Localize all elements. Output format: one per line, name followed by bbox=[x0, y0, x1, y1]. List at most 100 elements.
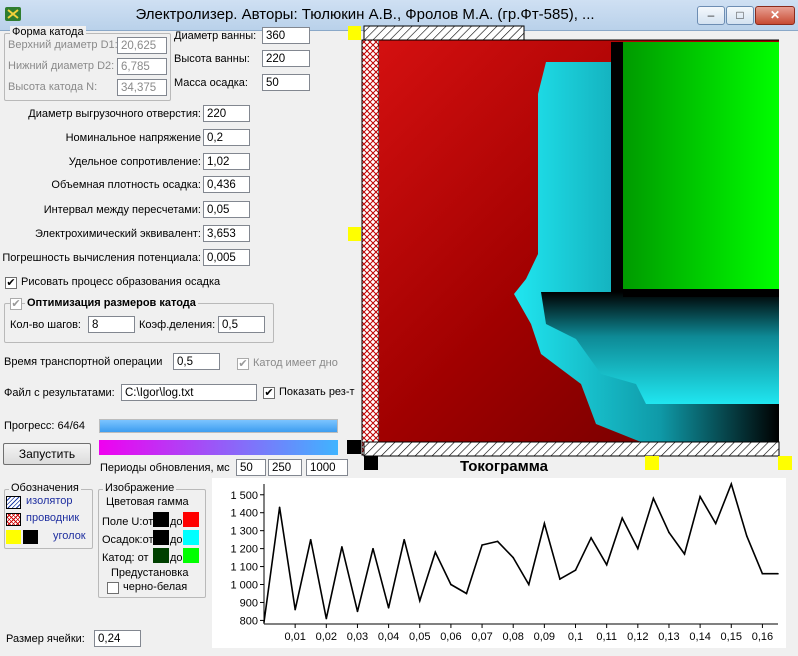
minimize-icon: – bbox=[707, 8, 715, 22]
cathode-to-swatch[interactable] bbox=[183, 548, 199, 563]
current-data-point bbox=[777, 572, 779, 575]
refresh-field-3[interactable]: 1000 bbox=[306, 459, 348, 476]
param-field-interval[interactable]: 0,05 bbox=[203, 201, 250, 218]
y-tick-label: 1 300 bbox=[230, 526, 258, 538]
param-field-outlet[interactable]: 220 bbox=[203, 105, 250, 122]
bw-checkbox[interactable] bbox=[107, 582, 119, 594]
current-data-point bbox=[668, 531, 670, 534]
x-tick-label: 0,15 bbox=[721, 631, 742, 643]
bath-diameter-field[interactable]: 360 bbox=[262, 27, 310, 44]
coef-label: Коэф.деления: bbox=[139, 319, 216, 331]
x-tick-label: 0,08 bbox=[503, 631, 524, 643]
bath-wall-conductor bbox=[361, 39, 380, 456]
x-tick-label: 0,1 bbox=[568, 631, 583, 643]
transport-label: Время транспортной операции bbox=[4, 356, 163, 368]
param-label-outlet: Диаметр выгрузочного отверстия: bbox=[28, 108, 201, 120]
x-tick-label: 0,03 bbox=[347, 631, 368, 643]
param-field-density[interactable]: 0,436 bbox=[203, 176, 250, 193]
current-data-point bbox=[309, 538, 312, 541]
current-data-point bbox=[481, 544, 483, 546]
corner-marker-top bbox=[348, 26, 361, 40]
param-field-resistivity[interactable]: 1,02 bbox=[203, 153, 250, 170]
corner-marker-bottom-a bbox=[645, 456, 659, 470]
refresh-label: Периоды обновления, мс bbox=[100, 462, 230, 474]
current-data-point bbox=[341, 546, 343, 548]
param-field-equivalent[interactable]: 3,653 bbox=[203, 225, 250, 242]
draw-process-checkbox[interactable]: ✔ bbox=[5, 277, 17, 289]
x-tick-label: 0,16 bbox=[752, 631, 773, 643]
current-data-point bbox=[590, 537, 592, 539]
param-field-voltage[interactable]: 0,2 bbox=[203, 129, 250, 146]
steps-label: Кол-во шагов: bbox=[10, 319, 81, 331]
cell-size-label: Размер ячейки: bbox=[6, 633, 85, 645]
param-field-tolerance[interactable]: 0,005 bbox=[203, 249, 250, 266]
show-results-checkbox[interactable]: ✔ bbox=[263, 387, 275, 399]
x-tick-label: 0,06 bbox=[440, 631, 461, 643]
cathode-from-swatch[interactable] bbox=[153, 548, 169, 563]
transport-field[interactable]: 0,5 bbox=[173, 353, 220, 370]
color-gradient-bar bbox=[99, 440, 338, 455]
current-data-point bbox=[512, 556, 515, 559]
x-tick-label: 0,13 bbox=[658, 631, 679, 643]
cathode-shadow bbox=[611, 42, 623, 292]
bath-height-field[interactable]: 220 bbox=[262, 50, 310, 67]
corner-black-icon bbox=[23, 530, 38, 544]
optimization-title: Оптимизация размеров катода bbox=[25, 297, 198, 309]
current-data-point bbox=[372, 547, 374, 550]
preset-label: Предустановка bbox=[111, 567, 189, 579]
results-file-field[interactable]: C:\Igor\log.txt bbox=[121, 384, 257, 401]
x-tick-label: 0,09 bbox=[534, 631, 555, 643]
current-data-point bbox=[652, 497, 655, 500]
current-data-point bbox=[465, 592, 468, 595]
current-chart: 800 900 1 000 1 100 1 200 1 300 1 400 1 500 0,01… bbox=[212, 478, 786, 648]
maximize-button[interactable]: □ bbox=[726, 6, 754, 25]
bath-bottom-insulator bbox=[363, 441, 780, 457]
deposit-to-swatch[interactable] bbox=[183, 530, 199, 545]
field-from-swatch[interactable] bbox=[153, 512, 169, 527]
x-tick-label: 0,07 bbox=[471, 631, 492, 643]
gradient-black-swatch bbox=[347, 440, 361, 454]
window-title: Электролизер. Авторы: Тюлюкин А.В., Фрол… bbox=[135, 6, 595, 23]
insulator-label: изолятор bbox=[26, 495, 73, 507]
current-data-point bbox=[683, 553, 686, 555]
chart-title: Токограмма bbox=[460, 458, 548, 475]
progress-bar bbox=[99, 419, 338, 433]
progress-label: Прогресс: 64/64 bbox=[4, 420, 86, 432]
current-data-point bbox=[263, 621, 265, 624]
cathode-bottom-checkbox[interactable]: ✔ bbox=[237, 358, 249, 370]
deposit-from-swatch[interactable] bbox=[153, 530, 169, 545]
deposit-mass-label: Масса осадка: bbox=[174, 77, 248, 89]
d2-label: Нижний диаметр D2: bbox=[8, 60, 115, 72]
bath-height-label: Высота ванны: bbox=[174, 53, 250, 65]
y-tick-label: 1 000 bbox=[230, 580, 258, 592]
steps-field[interactable]: 8 bbox=[88, 316, 135, 333]
deposit-mass-field[interactable]: 50 bbox=[262, 74, 310, 91]
x-tick-label: 0,14 bbox=[689, 631, 710, 643]
bath-diameter-label: Диаметр ванны: bbox=[174, 30, 257, 42]
optimization-checkbox[interactable]: ✔ bbox=[10, 298, 22, 310]
field-to-swatch[interactable] bbox=[183, 512, 199, 527]
show-results-label: Показать рез-т bbox=[279, 386, 355, 398]
current-data-point bbox=[450, 583, 452, 586]
refresh-field-1[interactable]: 50 bbox=[236, 459, 266, 476]
current-data-point bbox=[761, 572, 764, 575]
field-color-label: Поле U:от bbox=[102, 516, 154, 528]
cathode-height-label: Высота катода N: bbox=[8, 81, 98, 93]
cathode-bottom-edge bbox=[623, 289, 779, 297]
d1-field[interactable]: 20,625 bbox=[117, 37, 167, 54]
refresh-field-2[interactable]: 250 bbox=[268, 459, 302, 476]
cell-size-field[interactable]: 0,24 bbox=[94, 630, 141, 647]
run-button[interactable]: Запустить bbox=[3, 443, 91, 465]
simulation-field bbox=[348, 25, 792, 470]
d2-field[interactable]: 6,785 bbox=[117, 58, 167, 75]
cathode-area bbox=[623, 42, 779, 289]
param-label-tolerance: Погрешность вычисления потенциала: bbox=[2, 252, 201, 264]
y-tick-label: 1 200 bbox=[230, 544, 258, 556]
maximize-icon: □ bbox=[736, 8, 744, 22]
minimize-button[interactable]: – bbox=[697, 6, 725, 25]
cathode-to-label: до bbox=[170, 552, 183, 564]
cathode-height-field[interactable]: 34,375 bbox=[117, 79, 167, 96]
close-button[interactable]: ✕ bbox=[755, 6, 795, 25]
coef-field[interactable]: 0,5 bbox=[218, 316, 265, 333]
current-data-point bbox=[356, 610, 359, 613]
